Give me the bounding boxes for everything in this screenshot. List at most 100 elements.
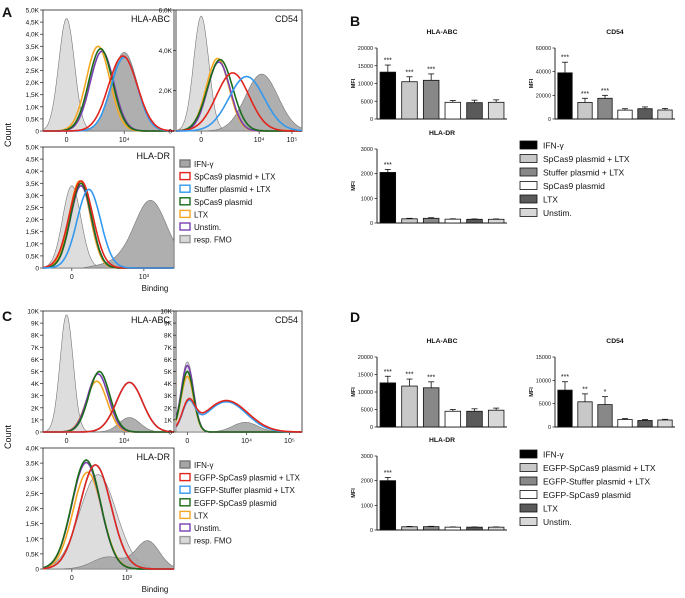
bar-y-tick-label: 2000 <box>361 172 373 178</box>
x-tick-label: 10³ <box>139 274 150 281</box>
bar-y-axis-label: MFI <box>351 181 357 191</box>
panel-c-legend-label: IFN-γ <box>194 461 214 470</box>
y-tick-label: 1K <box>164 417 173 424</box>
bar <box>401 385 418 428</box>
y-tick-label: 3K <box>31 393 40 400</box>
x-tick-label: 0 <box>185 438 189 445</box>
y-tick-label: 1,0K <box>26 536 40 543</box>
panel-c-legend-swatch <box>179 510 191 520</box>
panel-a-legend-swatch <box>179 184 191 193</box>
bar <box>487 101 505 120</box>
panel-b-legend-label: IFN-γ <box>543 141 565 151</box>
x-tick-label: 10⁴ <box>119 438 130 445</box>
panel-letter-A: A <box>2 4 12 20</box>
x-tick-label: 10³ <box>122 575 133 582</box>
y-tick-label: 0,5K <box>26 253 40 260</box>
bar-y-tick-label: 15000 <box>358 64 373 70</box>
y-tick-label: 4K <box>31 381 40 388</box>
y-tick-label: 0 <box>35 129 39 136</box>
bar <box>401 218 418 224</box>
panel-c-legend-swatch <box>179 472 191 482</box>
panel-c-legend-label: EGFP-Stuffer plasmid + LTX <box>194 486 296 495</box>
bar-y-tick-label: 0 <box>370 117 373 123</box>
bar <box>422 387 440 428</box>
y-tick-label: 3,0K <box>26 56 40 63</box>
curve-ifn <box>176 73 303 132</box>
bar-y-tick-label: 20000 <box>358 46 373 52</box>
bar <box>597 97 613 120</box>
y-tick-label: 2,0K <box>159 88 173 95</box>
bar <box>466 102 483 120</box>
bar <box>657 109 673 120</box>
bar <box>379 382 397 428</box>
bar-chart-title: CD54 <box>606 29 624 36</box>
significance-label: *** <box>384 470 392 477</box>
panel-d-legend-label: Unstim. <box>543 517 572 527</box>
panel-b-legend-label: SpCas9 plasmid + LTX <box>543 154 630 164</box>
bar <box>444 410 462 428</box>
panel-c-binding-label: Binding <box>142 585 169 594</box>
y-tick-label: 3K <box>164 393 173 400</box>
x-tick-label: 10⁵ <box>284 438 295 445</box>
y-tick-label: 2,5K <box>26 68 40 75</box>
panel-letter-D: D <box>350 309 360 325</box>
curve-red <box>43 55 175 132</box>
bar <box>466 526 483 531</box>
y-tick-label: 4K <box>164 381 173 388</box>
y-tick-label: 2,5K <box>26 491 40 498</box>
bar <box>444 526 462 531</box>
bar-y-tick-label: 20000 <box>536 93 551 99</box>
panel-a-legend-swatch <box>179 197 191 206</box>
panel-b-legend-label: Unstim. <box>543 208 572 218</box>
panel-a-binding-label: Binding <box>142 284 169 293</box>
panel-c-legend-swatch <box>179 523 191 532</box>
panel-c-legend-label: LTX <box>194 511 209 520</box>
curve-ifn <box>43 200 175 269</box>
x-tick-label: 0 <box>70 575 74 582</box>
bar-chart-title: HLA-ABC <box>427 29 458 36</box>
significance-label: *** <box>405 69 413 76</box>
panel-d-legend-swatch <box>519 490 538 499</box>
bar-y-tick-label: 5000 <box>361 99 373 105</box>
bar-y-tick-label: 10000 <box>536 378 551 384</box>
panel-d-legend-swatch <box>519 503 538 513</box>
panel-c-legend-swatch <box>179 485 191 494</box>
y-tick-label: 0,5K <box>26 116 40 123</box>
histogram-title: HLA-DR <box>136 151 170 161</box>
y-tick-label: 2,5K <box>26 205 40 212</box>
panel-b-legend-swatch <box>519 140 538 150</box>
y-tick-label: 3,5K <box>26 461 40 468</box>
panel-c-legend-swatch <box>179 498 191 507</box>
curve-ifn <box>43 540 175 570</box>
y-tick-label: 0 <box>35 567 39 574</box>
panel-b-legend-label: SpCas9 plasmid <box>543 181 605 191</box>
y-tick-label: 4,5K <box>26 157 40 164</box>
histogram-title: HLA-ABC <box>131 315 171 325</box>
y-tick-label: 0 <box>35 430 39 437</box>
bar-y-axis-label: MFI <box>351 387 357 397</box>
panel-a-legend-swatch <box>179 222 191 231</box>
y-tick-label: 3,5K <box>26 181 40 188</box>
y-tick-label: 0 <box>35 266 39 273</box>
y-tick-label: 6K <box>31 357 40 364</box>
y-tick-label: 2K <box>164 405 173 412</box>
panel-d-legend-label: EGFP-SpCas9 plasmid + LTX <box>543 463 656 473</box>
bar-y-tick-label: 0 <box>548 117 551 123</box>
panel-a-legend-label: LTX <box>194 210 209 219</box>
bar-y-tick-label: 10000 <box>358 82 373 88</box>
bar <box>597 404 613 428</box>
bar <box>466 410 483 428</box>
y-tick-label: 1,5K <box>26 521 40 528</box>
y-tick-label: 6,0K <box>159 8 173 15</box>
y-tick-label: 7K <box>164 345 173 352</box>
y-tick-label: 5K <box>31 369 40 376</box>
panel-c-legend-label: resp. FMO <box>194 537 232 546</box>
y-tick-label: 0 <box>168 129 172 136</box>
panel-d-legend-label: LTX <box>543 504 558 514</box>
bar-y-tick-label: 15000 <box>358 373 373 379</box>
x-tick-label: 10⁴ <box>241 438 252 445</box>
significance-label: *** <box>384 369 392 376</box>
bar <box>617 109 633 120</box>
bar <box>379 480 397 531</box>
x-tick-label: 0 <box>65 438 69 445</box>
